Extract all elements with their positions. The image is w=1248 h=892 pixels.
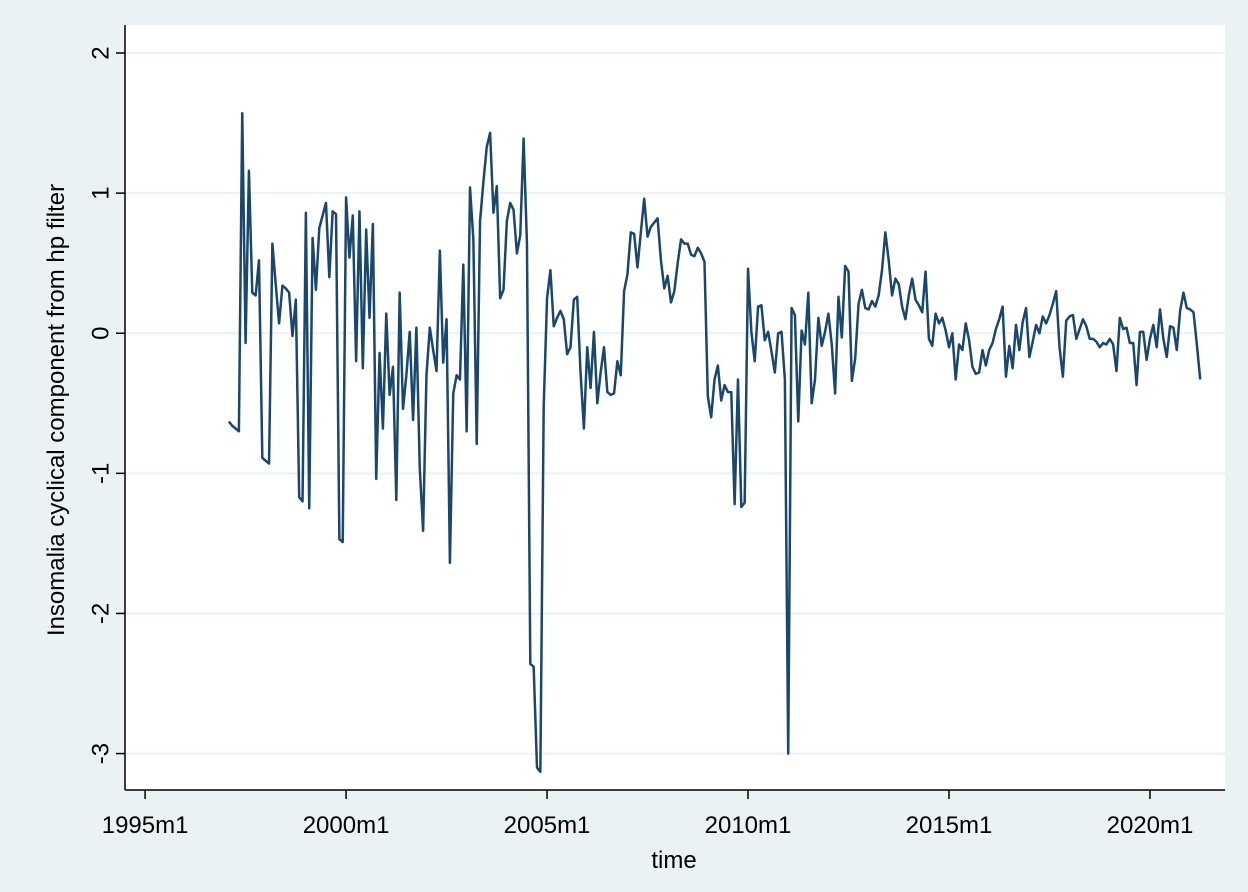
x-tick-label: 2000m1 bbox=[303, 812, 390, 839]
y-axis-title: Insomalia cyclical component from hp fil… bbox=[43, 184, 70, 636]
x-tick-label: 2020m1 bbox=[1107, 812, 1194, 839]
plot-area bbox=[125, 25, 1225, 790]
y-tick-label: 1 bbox=[87, 186, 114, 199]
y-tick-label: 2 bbox=[87, 46, 114, 59]
x-tick-label: 2005m1 bbox=[504, 812, 591, 839]
x-axis-title: time bbox=[651, 847, 696, 874]
x-tick-label: 2010m1 bbox=[705, 812, 792, 839]
y-tick-label: -2 bbox=[87, 603, 114, 624]
data-line bbox=[227, 112, 1202, 774]
x-tick-label: 1995m1 bbox=[102, 812, 189, 839]
x-tick-label: 2015m1 bbox=[906, 812, 993, 839]
y-tick-label: -3 bbox=[87, 743, 114, 764]
y-tick-label: 0 bbox=[87, 327, 114, 340]
y-tick-label: -1 bbox=[87, 463, 114, 484]
